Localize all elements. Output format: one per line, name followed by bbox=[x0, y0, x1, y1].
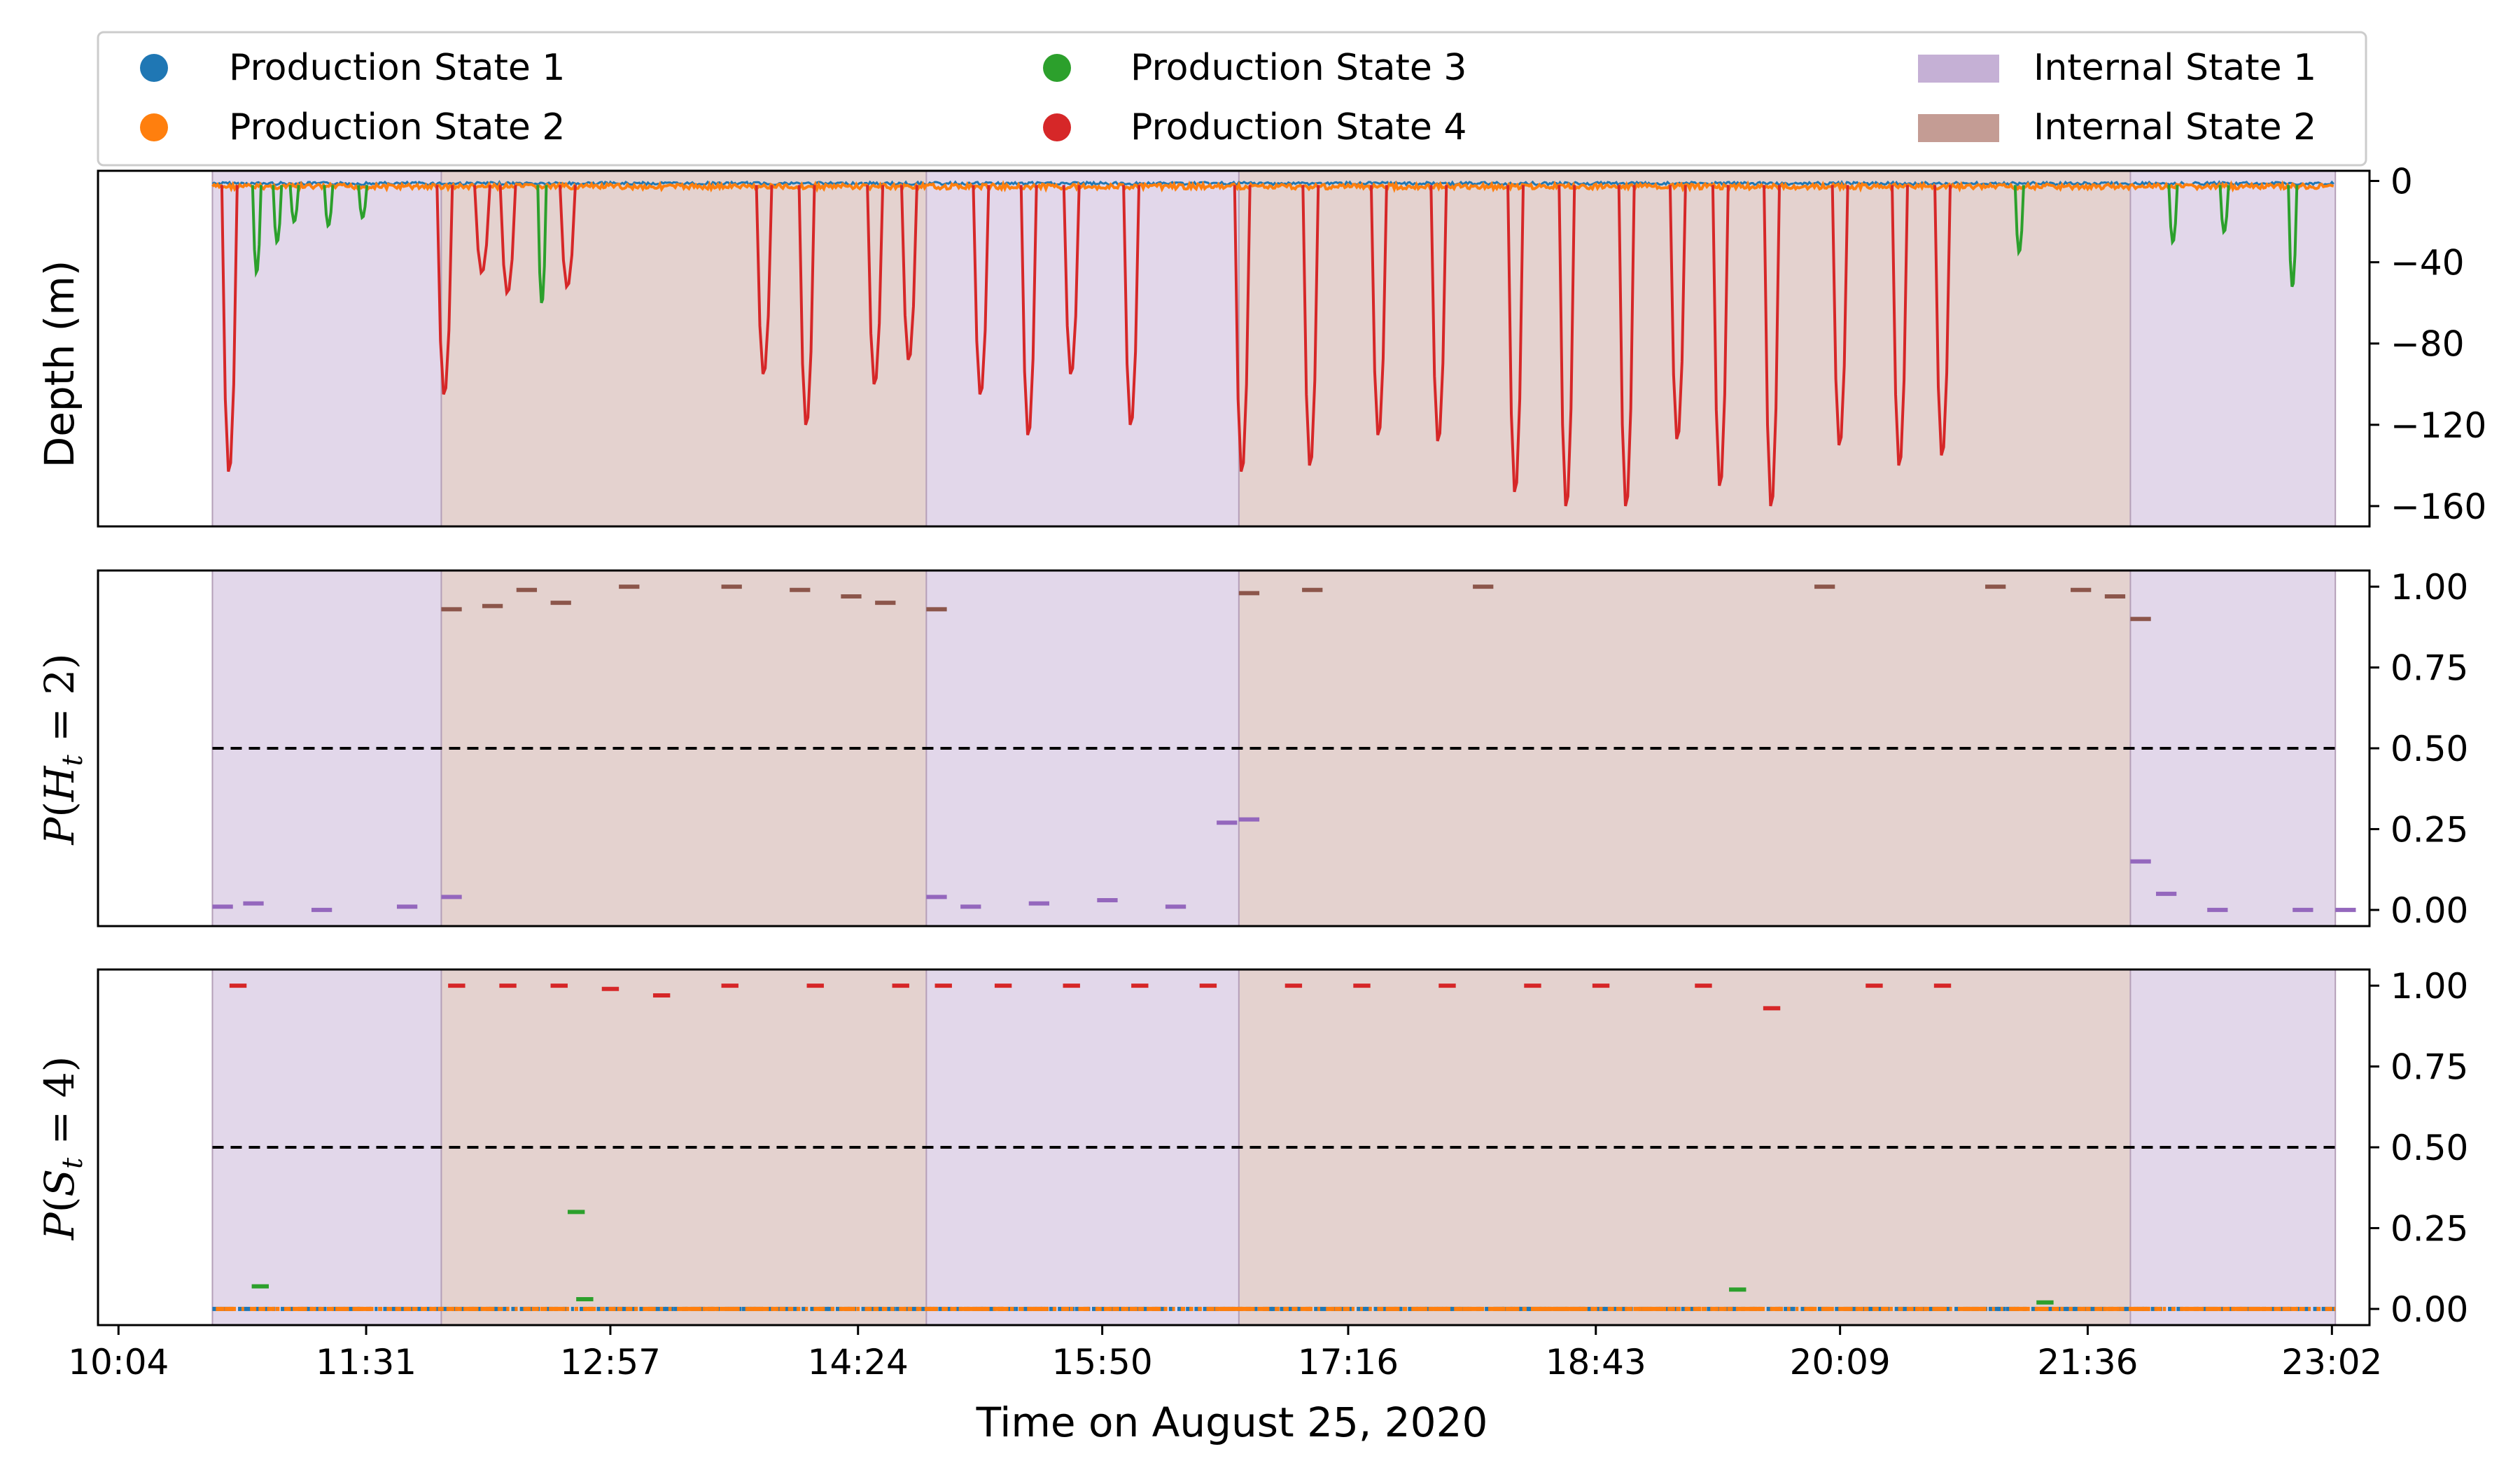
legend-marker-production-state-2 bbox=[140, 113, 168, 141]
hidden-state-probability-panel: 0.00 0.25 0.50 0.75 1.00 bbox=[97, 567, 2468, 931]
dive-trace bbox=[1429, 185, 1448, 442]
dive-trace bbox=[558, 185, 577, 290]
y-tick-label: 0.25 bbox=[2390, 809, 2468, 850]
dive-trace bbox=[1233, 185, 1252, 472]
x-tick-label: 10:04 bbox=[68, 1342, 169, 1382]
y-tick-label: 0.75 bbox=[2390, 1047, 2468, 1088]
dive-trace bbox=[498, 185, 517, 297]
ph-axis-label: P(Ht = 2) bbox=[36, 653, 89, 845]
legend: Production State 1 Production State 2 Pr… bbox=[97, 31, 2367, 167]
x-tick-label: 18:43 bbox=[1546, 1342, 1646, 1382]
x-tick-label: 12:57 bbox=[560, 1342, 661, 1382]
x-tick-label: 21:36 bbox=[2037, 1342, 2138, 1382]
dive-trace bbox=[866, 185, 885, 385]
legend-label-production-state-3: Production State 3 bbox=[1130, 47, 1466, 89]
dive-trace bbox=[1369, 185, 1388, 435]
y-tick-label: 0.00 bbox=[2390, 890, 2468, 931]
legend-frame bbox=[97, 31, 2367, 167]
y-tick-label: −40 bbox=[2390, 243, 2465, 284]
dive-trace bbox=[536, 185, 548, 304]
legend-label-internal-state-1: Internal State 1 bbox=[2033, 47, 2316, 89]
dive-trace bbox=[1019, 185, 1038, 435]
dive-trace bbox=[755, 185, 774, 375]
legend-patch-internal-state-2 bbox=[1918, 114, 1999, 142]
y-tick-label: 1.00 bbox=[2390, 966, 2468, 1007]
dive-trace bbox=[220, 185, 239, 472]
legend-patch-internal-state-1 bbox=[1918, 55, 1999, 83]
y-tick-label: 0.25 bbox=[2390, 1208, 2468, 1249]
dive-trace bbox=[272, 185, 284, 246]
x-tick-label: 17:16 bbox=[1298, 1342, 1399, 1382]
legend-marker-production-state-4 bbox=[1043, 113, 1071, 141]
ps-axis-label: P(St = 4) bbox=[36, 1056, 89, 1240]
y-tick-label: 0.50 bbox=[2390, 729, 2468, 769]
x-tick-label: 14:24 bbox=[808, 1342, 909, 1382]
dive-trace bbox=[899, 185, 918, 360]
legend-label-production-state-4: Production State 4 bbox=[1130, 106, 1466, 148]
x-tick-label: 11:31 bbox=[316, 1342, 416, 1382]
dive-trace bbox=[1891, 185, 1910, 466]
dive-trace bbox=[357, 185, 369, 220]
dive-trace bbox=[1668, 185, 1687, 440]
internal-state-1-band bbox=[926, 570, 1239, 926]
internal-state-1-band bbox=[926, 969, 1239, 1325]
y-tick-label: 0.50 bbox=[2390, 1128, 2468, 1168]
legend-entry-internal-state-2: Internal State 2 bbox=[1918, 106, 2316, 148]
dive-trace bbox=[1122, 185, 1141, 426]
dive-trace bbox=[2167, 185, 2179, 246]
internal-state-1-band bbox=[2130, 171, 2336, 526]
dive-trace bbox=[472, 185, 491, 276]
legend-entry-production-state-1: Production State 1 bbox=[140, 47, 565, 89]
dive-trace bbox=[2287, 185, 2299, 288]
legend-entry-production-state-2: Production State 2 bbox=[140, 106, 565, 148]
production-state-probability-panel: 0.00 0.25 0.50 0.75 1.00 10:04 11:31 12:57 14:24… bbox=[68, 966, 2468, 1382]
dive-trace bbox=[1506, 185, 1525, 493]
y-tick-label: 1.00 bbox=[2390, 567, 2468, 608]
legend-label-production-state-2: Production State 2 bbox=[229, 106, 565, 148]
depth-panel: 0 −40 −80 −120 −160 bbox=[97, 162, 2486, 528]
dive-trace bbox=[1763, 185, 1782, 507]
legend-label-production-state-1: Production State 1 bbox=[229, 47, 565, 89]
dive-trace bbox=[1301, 185, 1320, 466]
depth-axis-label: Depth (m) bbox=[36, 260, 83, 468]
dive-trace bbox=[323, 185, 335, 229]
dive-trace bbox=[1933, 185, 1952, 456]
dive-trace bbox=[288, 185, 300, 225]
x-tick-label: 20:09 bbox=[1790, 1342, 1891, 1382]
x-tick-label: 23:02 bbox=[2281, 1342, 2382, 1382]
dive-trace bbox=[2013, 185, 2025, 257]
y-tick-label: −160 bbox=[2390, 486, 2486, 527]
legend-entry-production-state-4: Production State 4 bbox=[1043, 106, 1466, 148]
y-tick-label: 0 bbox=[2390, 162, 2413, 202]
axes-frame bbox=[97, 169, 2371, 528]
y-tick-label: 0.00 bbox=[2390, 1289, 2468, 1330]
dive-trace bbox=[972, 185, 990, 395]
dive-trace bbox=[1617, 185, 1636, 507]
dive-trace bbox=[2218, 185, 2230, 235]
svg-text:P(St = 4): P(St = 4) bbox=[36, 1056, 89, 1240]
internal-state-2-band bbox=[441, 171, 927, 526]
dive-trace bbox=[251, 185, 263, 278]
x-tick-label: 15:50 bbox=[1052, 1342, 1153, 1382]
dive-trace bbox=[1558, 185, 1576, 507]
production-state-2-trace bbox=[211, 180, 2334, 193]
dive-trace bbox=[797, 185, 816, 426]
legend-marker-production-state-1 bbox=[140, 54, 168, 82]
legend-entry-production-state-3: Production State 3 bbox=[1043, 47, 1466, 89]
x-axis-label: Time on August 25, 2020 bbox=[976, 1399, 1488, 1446]
legend-entry-internal-state-1: Internal State 1 bbox=[1918, 47, 2316, 89]
legend-label-internal-state-2: Internal State 2 bbox=[2033, 106, 2316, 148]
legend-marker-production-state-3 bbox=[1043, 54, 1071, 82]
y-tick-label: −80 bbox=[2390, 324, 2465, 365]
dive-trace bbox=[1711, 185, 1730, 486]
y-tick-label: −120 bbox=[2390, 405, 2486, 446]
dive-trace bbox=[1830, 185, 1849, 446]
internal-state-1-band bbox=[212, 171, 442, 526]
svg-text:P(Ht = 2): P(Ht = 2) bbox=[36, 653, 89, 845]
dive-trace bbox=[435, 185, 454, 395]
y-tick-label: 0.75 bbox=[2390, 648, 2468, 689]
dive-trace bbox=[1062, 185, 1081, 375]
